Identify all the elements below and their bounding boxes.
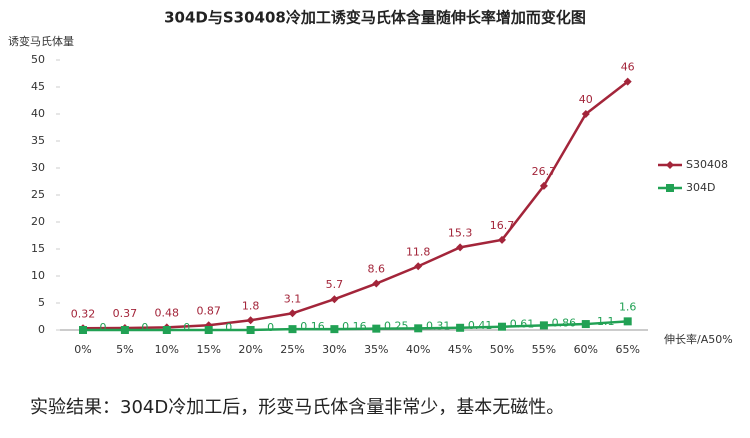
point <box>456 243 465 252</box>
data-label: 5.7 <box>326 278 344 291</box>
y-tick-label: 35 <box>31 134 45 147</box>
point <box>288 309 297 318</box>
x-tick-label: 40% <box>406 343 430 356</box>
y-tick-label: 0 <box>38 323 45 336</box>
legend-label: 304D <box>686 181 715 194</box>
point <box>246 316 255 325</box>
data-label: 0.32 <box>71 307 96 320</box>
x-tick-label: 65% <box>615 343 639 356</box>
data-label: 1.1 <box>597 315 615 328</box>
point <box>581 320 590 329</box>
legend-label: S30408 <box>686 158 728 171</box>
point <box>581 110 590 118</box>
data-label: 11.8 <box>406 245 431 258</box>
point <box>414 262 423 271</box>
data-label: 0.31 <box>426 319 451 332</box>
x-tick-label: 60% <box>574 343 598 356</box>
data-label: 0.37 <box>113 307 138 320</box>
data-label: 40 <box>579 93 593 106</box>
data-label: 3.1 <box>284 292 302 305</box>
point <box>246 326 255 334</box>
data-label: 0.86 <box>552 316 577 329</box>
data-label: 15.3 <box>448 226 473 239</box>
data-label: 0 <box>100 321 107 334</box>
point <box>498 235 506 244</box>
y-tick-label: 50 <box>31 53 45 66</box>
x-tick-label: 45% <box>448 343 472 356</box>
y-axis-label: 诱变马氏体量 <box>8 34 74 48</box>
x-tick-label: 20% <box>238 343 262 356</box>
y-tick-label: 30 <box>31 161 45 174</box>
data-label: 46 <box>621 61 635 74</box>
x-tick-label: 5% <box>116 343 133 356</box>
data-label: 26.7 <box>532 165 557 178</box>
data-label: 0 <box>267 321 274 334</box>
point <box>539 181 548 190</box>
data-label: 0.87 <box>196 304 221 317</box>
y-tick-label: 20 <box>31 215 45 228</box>
y-tick-label: 15 <box>31 242 45 255</box>
note: 实验结果：304D冷加工后，形变马氏体含量非常少，基本无磁性。 <box>30 397 564 418</box>
x-tick-label: 15% <box>196 343 220 356</box>
point <box>456 323 465 332</box>
point <box>539 321 548 330</box>
y-tick-label: 45 <box>31 80 45 93</box>
y-tick-label: 5 <box>38 296 45 309</box>
point <box>666 161 674 169</box>
point <box>623 317 632 326</box>
point <box>204 326 213 334</box>
y-tick-label: 25 <box>31 188 45 201</box>
point <box>498 322 506 331</box>
point <box>288 325 297 334</box>
series-line <box>82 80 629 330</box>
series-line <box>83 320 628 332</box>
data-label: 0 <box>225 321 232 334</box>
y-tick-label: 40 <box>31 107 45 120</box>
data-label: 8.6 <box>368 263 386 276</box>
x-tick-label: 50% <box>490 343 514 356</box>
point <box>414 324 423 333</box>
data-label: 0 <box>183 321 190 334</box>
x-tick-label: 30% <box>322 343 346 356</box>
point <box>666 184 674 192</box>
point <box>623 77 632 86</box>
point <box>372 279 381 288</box>
point <box>79 326 87 334</box>
point <box>162 326 171 334</box>
data-label: 1.6 <box>619 300 637 313</box>
data-label: 0.16 <box>300 320 325 333</box>
x-tick-label: 25% <box>280 343 304 356</box>
data-label: 0.48 <box>155 306 180 319</box>
data-label: 0.61 <box>510 318 535 331</box>
data-label: 0.25 <box>384 320 409 333</box>
data-label: 0.41 <box>468 319 493 332</box>
x-tick-label: 55% <box>532 343 556 356</box>
x-tick-label: 10% <box>155 343 179 356</box>
x-axis-label: 伸长率/A50% <box>664 332 733 346</box>
y-tick-label: 10 <box>31 269 45 282</box>
chart-title: 304D与S30408冷加工诱变马氏体含量随伸长率增加而变化图 <box>164 9 586 27</box>
point <box>330 325 339 334</box>
data-label: 16.7 <box>490 219 515 232</box>
point <box>330 295 339 304</box>
data-label: 1.8 <box>242 299 260 312</box>
point <box>372 324 381 333</box>
data-label: 0.16 <box>342 320 367 333</box>
point <box>120 326 129 334</box>
x-tick-label: 0% <box>74 343 91 356</box>
x-tick-label: 35% <box>364 343 388 356</box>
data-label: 0 <box>141 321 148 334</box>
